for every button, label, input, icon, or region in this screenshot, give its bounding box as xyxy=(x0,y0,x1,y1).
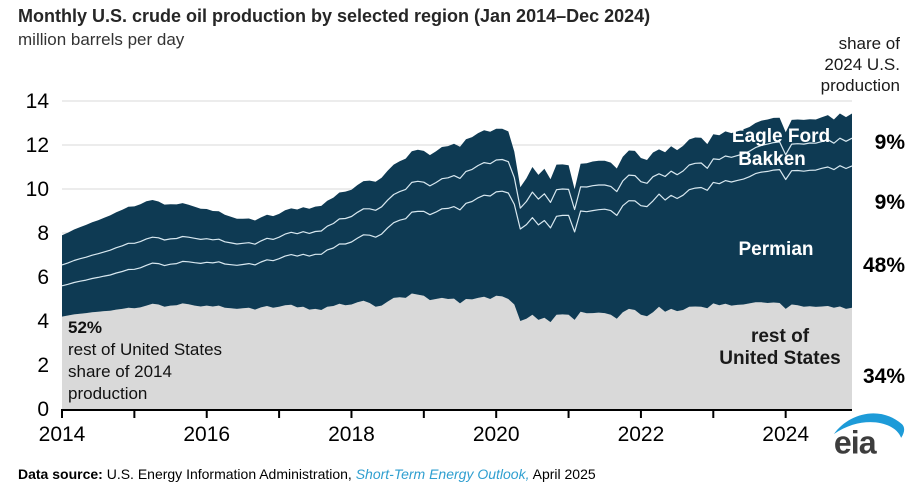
data-source-label: Data source: xyxy=(18,466,103,482)
series-label-eagle-ford: Eagle Ford xyxy=(731,126,831,147)
eia-logo-text: eia xyxy=(834,424,878,457)
eia-logo-swoosh-icon xyxy=(833,413,905,438)
divider-bakken-eagleford xyxy=(61,137,853,266)
y-axis-label: 8 xyxy=(37,222,49,245)
x-axis-label: 2020 xyxy=(473,423,520,446)
area-permian-bakken-eagleford xyxy=(62,113,852,323)
page-title: Monthly U.S. crude oil production by sel… xyxy=(18,6,651,26)
share-pct-bakken: 9% xyxy=(874,191,905,214)
share-note-line-3: production xyxy=(820,76,900,95)
share-note-line-2: 2024 U.S. xyxy=(824,55,900,74)
annotation-line-1: rest of United States xyxy=(68,340,223,359)
data-source-publication: Short-Term Energy Outlook, xyxy=(355,466,530,482)
series-label-rest-of-us: rest of United States xyxy=(719,326,840,370)
data-source-date: April 2025 xyxy=(529,466,596,482)
share-pct-rest-of-us: 34% xyxy=(862,365,905,388)
y-axis-label: 0 xyxy=(37,398,49,421)
y-axis-label: 4 xyxy=(37,310,49,333)
y-axis-label: 6 xyxy=(37,266,49,289)
x-axis-label: 2022 xyxy=(618,423,665,446)
y-axis-units-label: million barrels per day xyxy=(18,30,185,49)
stacked-area-plot: 0 2 4 6 8 10 12 14 2014 2016 2018 2020 2022 2024 xyxy=(26,90,853,446)
share-pct-permian: 48% xyxy=(862,254,905,277)
data-source-line: Data source: U.S. Energy Information Adm… xyxy=(18,466,596,482)
y-axis-label: 14 xyxy=(26,90,50,113)
share-note-line-1: share of xyxy=(838,34,900,53)
share-pct-eagle-ford: 9% xyxy=(874,131,905,154)
rest-label-line-1: rest of xyxy=(750,326,810,347)
y-axis-label: 12 xyxy=(26,134,49,157)
x-axis-label: 2018 xyxy=(328,423,375,446)
rest-label-line-2: United States xyxy=(719,348,841,369)
annotation-line-2: share of 2014 xyxy=(68,362,172,381)
x-axis-label: 2014 xyxy=(39,423,86,446)
x-axis-label: 2016 xyxy=(183,423,230,446)
annotation-line-3: production xyxy=(68,384,148,403)
series-label-permian: Permian xyxy=(738,239,814,260)
annotation-pct: 52% xyxy=(68,318,103,337)
area-rest-of-united-states xyxy=(62,293,852,409)
x-axis-label: 2024 xyxy=(762,423,809,446)
share-of-2024-note: share of 2024 U.S. production xyxy=(821,33,900,96)
data-source-org: U.S. Energy Information Administration, xyxy=(102,466,356,482)
divider-permian-bakken xyxy=(61,165,853,287)
series-label-bakken: Bakken xyxy=(738,149,806,170)
share-of-2014-annotation: 52% rest of United States share of 2014 … xyxy=(68,317,222,405)
y-axis-label: 10 xyxy=(26,178,49,201)
eia-logo: eia xyxy=(833,413,905,457)
y-axis-label: 2 xyxy=(37,354,49,377)
